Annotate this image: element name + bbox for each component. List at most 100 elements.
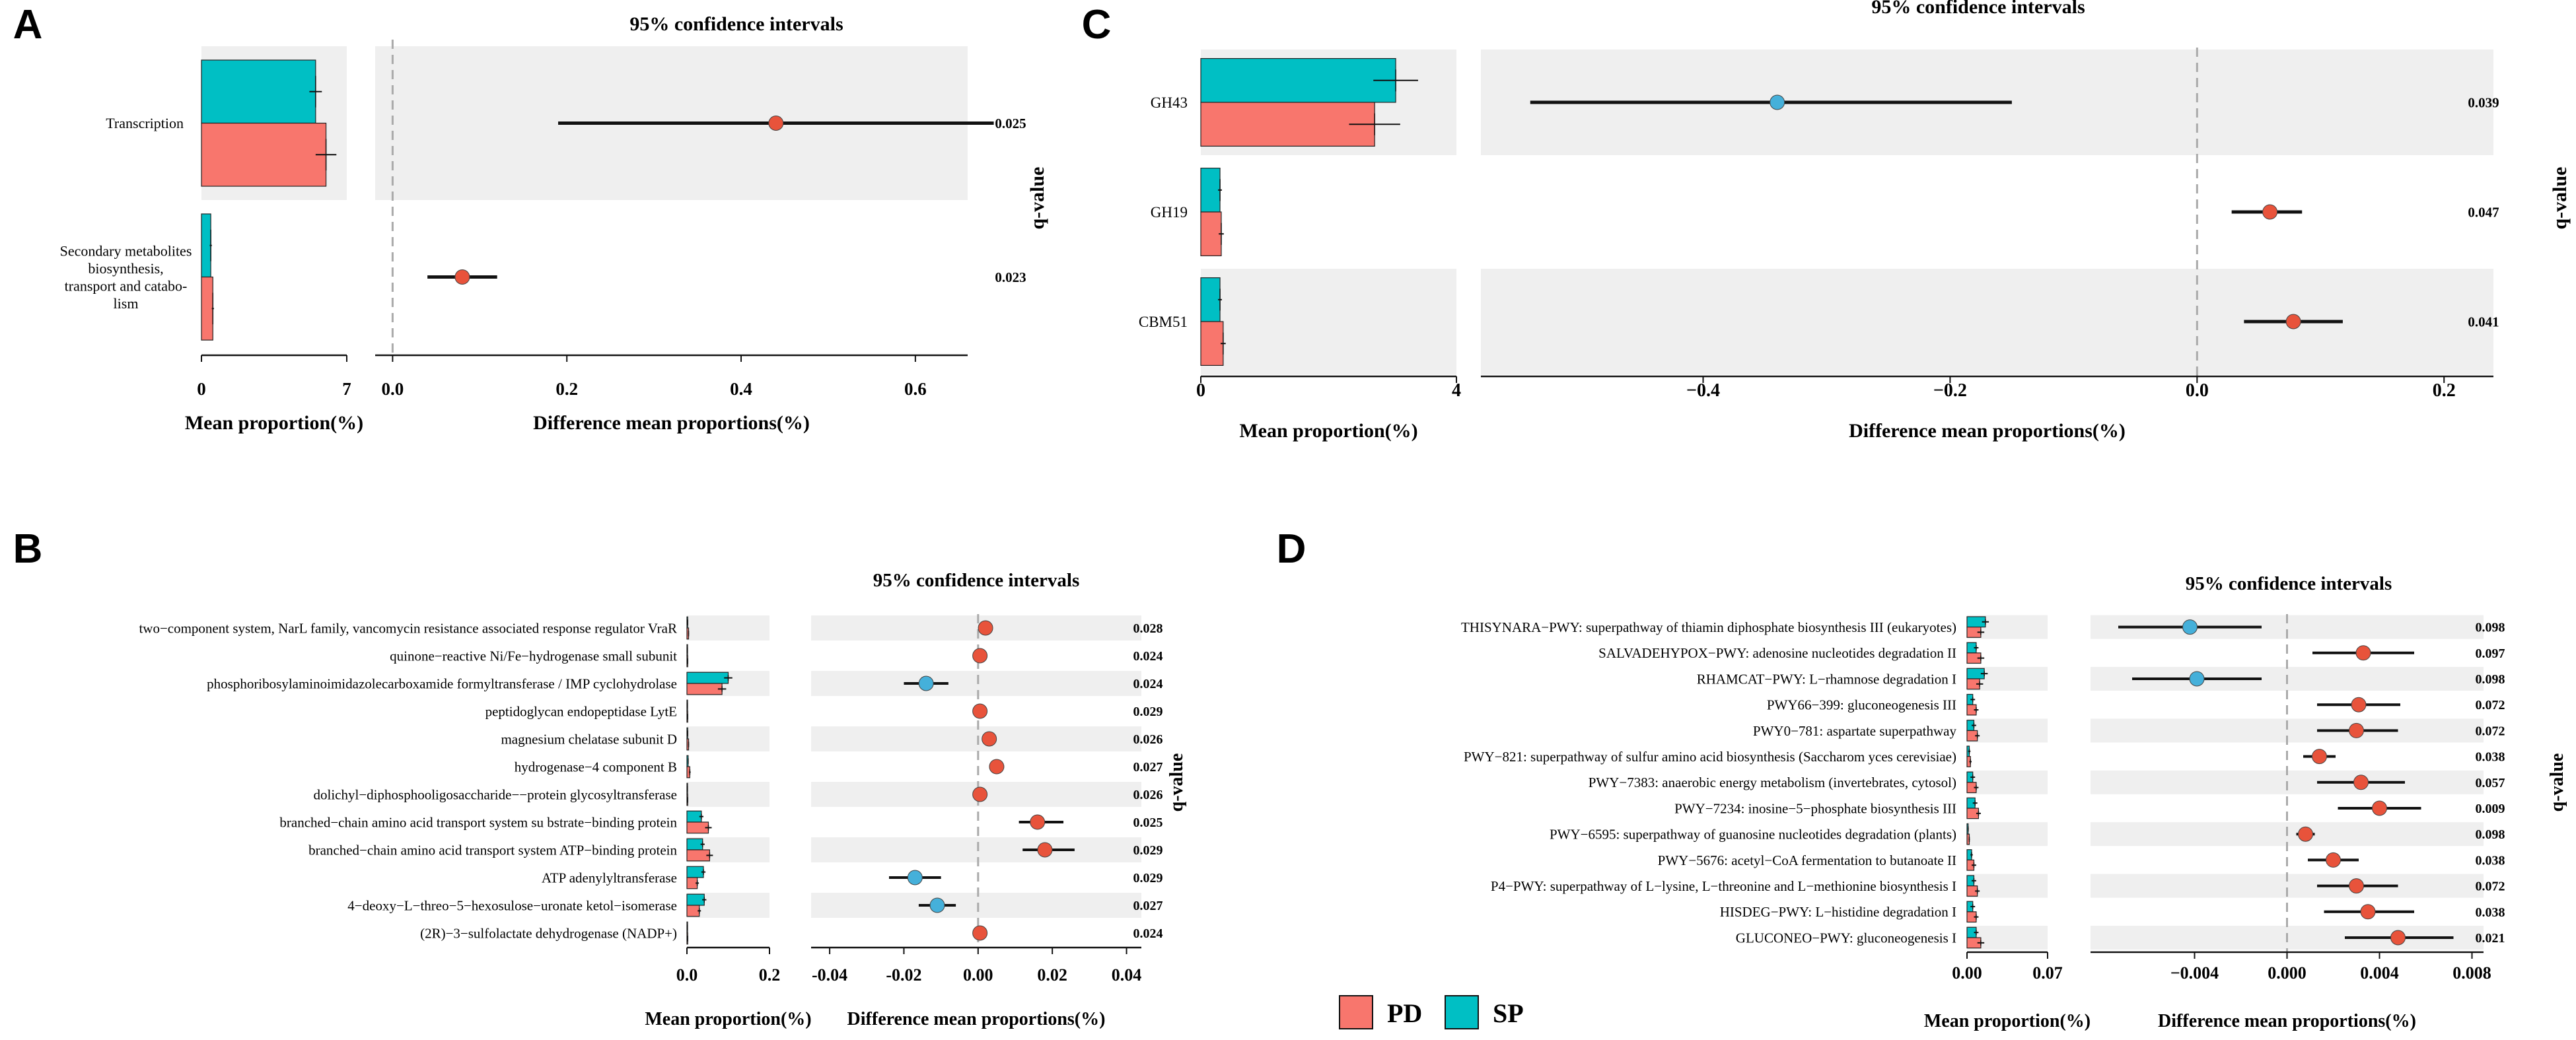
x-axis-label-right: Difference mean proportions(%) xyxy=(2158,1011,2416,1031)
diff-tick-label: -0.02 xyxy=(886,965,921,985)
panel-c: C 0.039 GH43 0.047 GH19 0.041 CBM51 0 4 −0.4 −0.2 0… xyxy=(1082,0,2571,442)
sp-bar xyxy=(686,810,702,823)
diff-tick-label: −0.2 xyxy=(1933,380,1967,401)
bar-tick-label: 0.00 xyxy=(1952,963,1982,983)
q-value: 0.028 xyxy=(1133,621,1163,636)
ci-point xyxy=(2351,697,2367,712)
q-value: 0.029 xyxy=(1133,843,1163,858)
row-label: 4−deoxy−L−threo−5−hexosulose−uronate ket… xyxy=(347,897,677,913)
ci-point xyxy=(2355,645,2371,661)
q-value: 0.029 xyxy=(1133,871,1163,885)
q-value: 0.072 xyxy=(2476,724,2505,738)
row-label: RHAMCAT−PWY: L−rhamnose degradation I xyxy=(1697,671,1956,687)
q-value: 0.041 xyxy=(2468,314,2499,329)
bar-band xyxy=(1967,874,2048,898)
row-label-line: Secondary metabolites xyxy=(60,243,192,260)
ci-point xyxy=(1770,94,1785,110)
row-label: ATP adenylyltransferase xyxy=(542,870,677,885)
row-label: GLUCONEO−PWY: gluconeogenesis I xyxy=(1736,930,1956,946)
row-label: (2R)−3−sulfolactate dehydrogenase (NADP+… xyxy=(420,925,677,941)
sp-bar xyxy=(201,59,316,124)
bar-tick-label: 0.2 xyxy=(759,965,781,985)
ci-point xyxy=(989,759,1005,775)
panel-b: B 0.028 two−component system, NarL family,… xyxy=(13,526,1187,1029)
q-value: 0.097 xyxy=(2476,646,2505,661)
row-label: PWY−6595: superpathway of guanosine nucl… xyxy=(1550,827,1956,843)
q-value: 0.027 xyxy=(1133,899,1163,913)
q-value: 0.009 xyxy=(2476,802,2505,816)
ci-point xyxy=(2298,826,2313,842)
q-value: 0.098 xyxy=(2476,672,2505,687)
q-value: 0.024 xyxy=(1133,926,1163,941)
row-label: Transcription xyxy=(106,115,184,131)
q-value: 0.047 xyxy=(2468,204,2499,220)
bar-tick-label: 7 xyxy=(342,379,351,399)
sp-bar xyxy=(1200,168,1221,213)
q-value: 0.039 xyxy=(2468,94,2499,110)
chart-title: 95% confidence intervals xyxy=(1871,0,2085,18)
sp-bar xyxy=(686,672,729,684)
bar-tick-label: 0.0 xyxy=(676,965,698,985)
row-label: Secondary metabolites biosynthesis, transp… xyxy=(60,243,192,312)
bar-band xyxy=(1967,770,2048,794)
x-axis-label-right: Difference mean proportions(%) xyxy=(1849,420,2126,442)
q-value: 0.038 xyxy=(2476,905,2505,920)
diff-band xyxy=(811,671,1141,696)
ci-point xyxy=(918,676,934,691)
chart-title: 95% confidence intervals xyxy=(629,13,843,35)
diff-tick-label: 0.0 xyxy=(2186,380,2209,401)
row-label: GH19 xyxy=(1151,204,1188,221)
diff-band xyxy=(811,837,1141,862)
q-value: 0.026 xyxy=(1133,732,1163,747)
q-value: 0.072 xyxy=(2476,698,2505,712)
row-label: quinone−reactive Ni/Fe−hydrogenase small… xyxy=(390,648,677,664)
x-axis-label-right: Difference mean proportions(%) xyxy=(533,412,810,434)
diff-tick-label: 0.0 xyxy=(382,379,404,399)
ci-point xyxy=(2326,852,2341,868)
bar-tick-label: 0 xyxy=(197,379,206,399)
ci-point xyxy=(2353,775,2369,790)
q-value: 0.057 xyxy=(2476,776,2505,790)
ci-point xyxy=(2372,800,2387,816)
row-label: PWY−5676: acetyl−CoA fermentation to but… xyxy=(1658,852,1956,868)
q-value: 0.098 xyxy=(2476,827,2505,842)
row-label-line: transport and catabo- xyxy=(65,277,188,294)
row-label: magnesium chelatase subunit D xyxy=(501,731,677,747)
pd-bar xyxy=(201,276,213,341)
row-label: PWY0−781: aspartate superpathway xyxy=(1753,723,1957,739)
q-value: 0.024 xyxy=(1133,649,1163,664)
diff-tick-label: 0.04 xyxy=(1112,965,1142,985)
sp-bar xyxy=(1200,57,1396,103)
q-value-axis-label: q-value xyxy=(2547,753,2567,812)
q-value: 0.023 xyxy=(995,269,1026,285)
legend-label-sp: SP xyxy=(1493,998,1524,1028)
pd-bar xyxy=(686,683,723,695)
pd-bar xyxy=(686,905,700,917)
ci-point xyxy=(2262,204,2278,220)
row-label: phosphoribosylaminoimidazolecarboxamide … xyxy=(207,676,677,691)
bar-band xyxy=(687,782,769,807)
ci-point xyxy=(2189,671,2205,687)
pd-bar xyxy=(1200,321,1224,366)
ci-point xyxy=(982,731,997,747)
panel-letter: A xyxy=(13,2,43,48)
diff-tick-label: 0.2 xyxy=(2433,380,2456,401)
q-value: 0.098 xyxy=(2476,621,2505,635)
bar-tick-label: 0.07 xyxy=(2032,963,2063,983)
row-label-line: lism xyxy=(114,295,139,312)
panel-letter: B xyxy=(13,526,43,572)
ci-point xyxy=(972,648,988,664)
q-value: 0.038 xyxy=(2476,750,2505,765)
bar-band xyxy=(1967,822,2048,847)
diff-tick-label: 0.4 xyxy=(730,379,752,399)
diff-band xyxy=(811,615,1141,641)
ci-point xyxy=(1030,814,1046,830)
row-label: dolichyl−diphosphooligosaccharide−−prote… xyxy=(314,786,677,802)
q-value: 0.024 xyxy=(1133,677,1163,691)
row-label: GH43 xyxy=(1151,94,1188,111)
row-label: two−component system, NarL family, vanco… xyxy=(139,620,677,636)
row-label: P4−PWY: superpathway of L−lysine, L−thre… xyxy=(1491,878,1956,894)
row-label: branched−chain amino acid transport syst… xyxy=(308,842,677,858)
legend-swatch-pd xyxy=(1339,995,1373,1029)
